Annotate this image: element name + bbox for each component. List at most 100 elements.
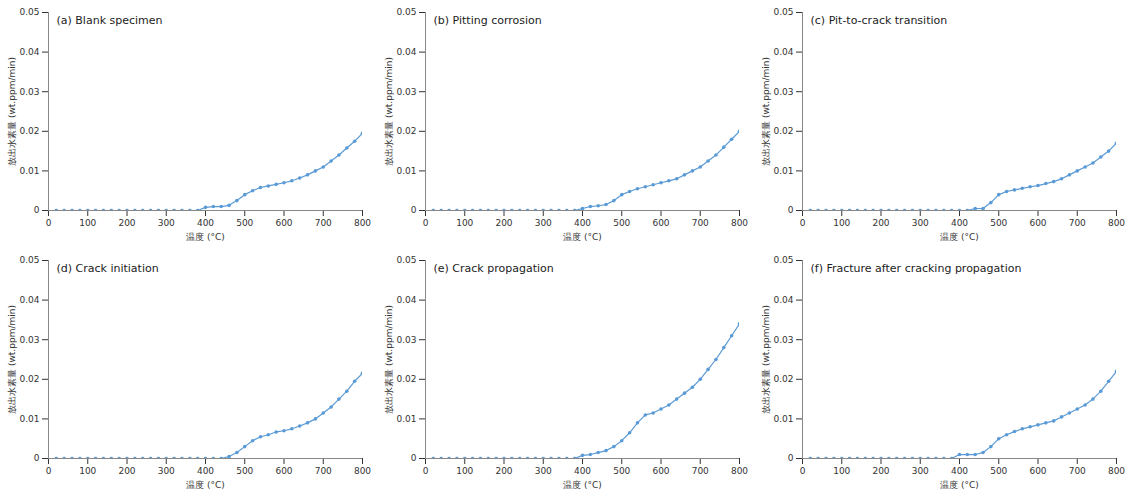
svg-text:200: 200 [872,466,889,476]
svg-text:800: 800 [731,218,748,228]
svg-text:300: 300 [912,218,929,228]
svg-text:0.03: 0.03 [19,335,39,345]
svg-text:800: 800 [1108,218,1125,228]
svg-text:温度 (°C): 温度 (°C) [186,480,225,490]
svg-text:400: 400 [197,218,214,228]
svg-text:0: 0 [788,453,794,463]
svg-text:0.05: 0.05 [773,7,793,17]
svg-text:0: 0 [800,218,806,228]
svg-text:0.02: 0.02 [19,126,39,136]
svg-text:0.05: 0.05 [773,255,793,265]
svg-text:(a) Blank specimen: (a) Blank specimen [57,14,163,27]
svg-text:温度 (°C): 温度 (°C) [940,232,979,242]
svg-text:0.02: 0.02 [396,126,416,136]
svg-text:(e) Crack propagation: (e) Crack propagation [434,262,554,275]
svg-text:600: 600 [1029,218,1046,228]
svg-text:400: 400 [574,466,591,476]
svg-text:放出水素量 (wt.ppm/min): 放出水素量 (wt.ppm/min) [384,305,394,414]
svg-text:(f) Fracture after cracking pr: (f) Fracture after cracking propagation [811,262,1022,275]
svg-text:0: 0 [411,453,417,463]
svg-text:0: 0 [411,205,417,215]
svg-text:500: 500 [236,218,253,228]
svg-text:800: 800 [354,218,371,228]
svg-text:100: 100 [79,466,96,476]
svg-text:800: 800 [354,466,371,476]
svg-text:0.01: 0.01 [19,414,39,424]
svg-text:600: 600 [652,466,669,476]
svg-text:温度 (°C): 温度 (°C) [563,232,602,242]
svg-text:0.01: 0.01 [396,166,416,176]
svg-text:0: 0 [423,218,429,228]
svg-text:100: 100 [456,218,473,228]
svg-text:0.02: 0.02 [396,374,416,384]
svg-text:100: 100 [833,218,850,228]
svg-text:700: 700 [315,466,332,476]
svg-text:700: 700 [1069,218,1086,228]
svg-text:800: 800 [731,466,748,476]
svg-text:(c) Pit-to-crack transition: (c) Pit-to-crack transition [811,14,948,27]
svg-text:100: 100 [79,218,96,228]
svg-text:0: 0 [800,466,806,476]
svg-text:温度 (°C): 温度 (°C) [940,480,979,490]
svg-text:放出水素量 (wt.ppm/min): 放出水素量 (wt.ppm/min) [7,57,17,166]
svg-text:放出水素量 (wt.ppm/min): 放出水素量 (wt.ppm/min) [761,305,771,414]
svg-text:0.01: 0.01 [396,414,416,424]
svg-text:500: 500 [990,218,1007,228]
svg-text:0.04: 0.04 [19,295,39,305]
svg-text:300: 300 [912,466,929,476]
svg-text:0.05: 0.05 [19,255,39,265]
svg-text:温度 (°C): 温度 (°C) [186,232,225,242]
svg-text:0: 0 [34,453,40,463]
svg-text:500: 500 [613,218,630,228]
svg-text:0.02: 0.02 [773,126,793,136]
svg-text:600: 600 [275,218,292,228]
svg-text:0: 0 [46,466,52,476]
svg-text:0.04: 0.04 [19,47,39,57]
svg-text:200: 200 [495,466,512,476]
svg-text:600: 600 [652,218,669,228]
svg-text:200: 200 [495,218,512,228]
svg-text:0.03: 0.03 [396,335,416,345]
svg-text:0.03: 0.03 [19,87,39,97]
svg-text:500: 500 [236,466,253,476]
svg-text:700: 700 [315,218,332,228]
svg-text:300: 300 [535,466,552,476]
svg-text:0.04: 0.04 [773,47,793,57]
svg-text:0.03: 0.03 [773,335,793,345]
svg-text:500: 500 [990,466,1007,476]
svg-text:0.01: 0.01 [19,166,39,176]
svg-text:0.01: 0.01 [773,166,793,176]
svg-text:0.04: 0.04 [396,47,416,57]
svg-text:0: 0 [423,466,429,476]
svg-text:0: 0 [788,205,794,215]
svg-text:600: 600 [1029,466,1046,476]
svg-text:0: 0 [34,205,40,215]
svg-text:0.05: 0.05 [396,255,416,265]
svg-text:100: 100 [833,466,850,476]
svg-text:400: 400 [197,466,214,476]
svg-text:800: 800 [1108,466,1125,476]
svg-text:400: 400 [951,466,968,476]
svg-text:0.04: 0.04 [773,295,793,305]
svg-text:500: 500 [613,466,630,476]
svg-text:300: 300 [158,466,175,476]
svg-text:0.02: 0.02 [773,374,793,384]
svg-text:0.05: 0.05 [19,7,39,17]
svg-text:0.02: 0.02 [19,374,39,384]
svg-text:400: 400 [574,218,591,228]
svg-text:0.05: 0.05 [396,7,416,17]
svg-text:700: 700 [1069,466,1086,476]
svg-text:100: 100 [456,466,473,476]
svg-text:温度 (°C): 温度 (°C) [563,480,602,490]
svg-text:700: 700 [692,218,709,228]
svg-text:放出水素量 (wt.ppm/min): 放出水素量 (wt.ppm/min) [761,57,771,166]
svg-text:0.03: 0.03 [396,87,416,97]
svg-text:0.01: 0.01 [773,414,793,424]
svg-text:600: 600 [275,466,292,476]
svg-text:放出水素量 (wt.ppm/min): 放出水素量 (wt.ppm/min) [7,305,17,414]
svg-text:放出水素量 (wt.ppm/min): 放出水素量 (wt.ppm/min) [384,57,394,166]
svg-text:700: 700 [692,466,709,476]
svg-text:0.03: 0.03 [773,87,793,97]
svg-text:300: 300 [535,218,552,228]
svg-text:200: 200 [872,218,889,228]
